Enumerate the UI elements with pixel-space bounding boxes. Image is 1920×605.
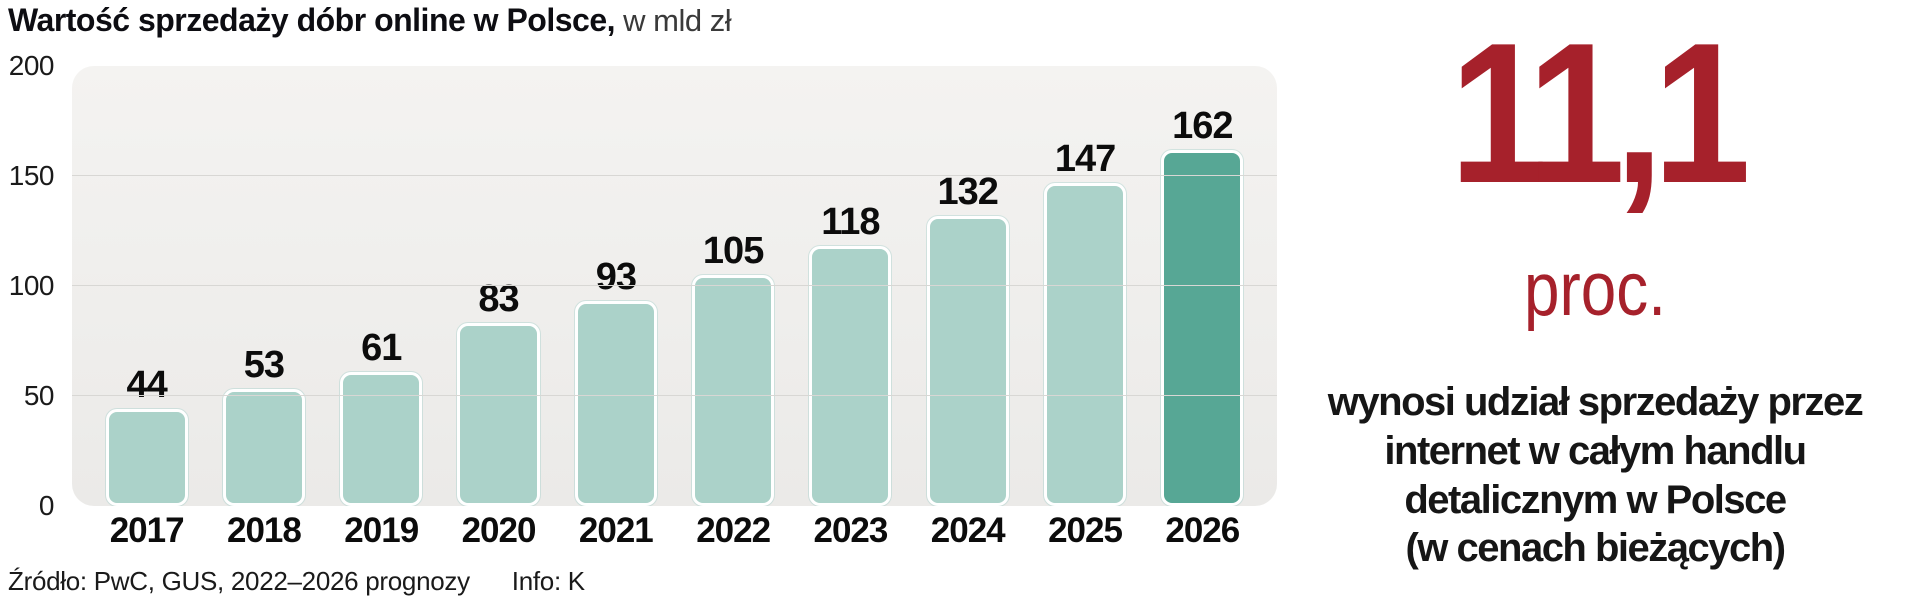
x-axis-label-2025: 2025 <box>1048 511 1123 550</box>
plot-area: 44 53 61 83 93 105 118 132 147 162 <box>72 66 1277 506</box>
x-axis-label-2023: 2023 <box>813 511 888 550</box>
x-axis-label-2026: 2026 <box>1165 511 1240 550</box>
source-credit: Info: K <box>511 566 585 596</box>
callout-panel: 11,1 proc. wynosi udział sprzedaży przez… <box>1285 0 1905 605</box>
gridline <box>72 395 1277 396</box>
bar-2026 <box>1161 149 1244 506</box>
y-axis: 0 50 100 150 200 <box>0 52 58 520</box>
bar-2019 <box>340 371 423 506</box>
x-axis-label-2024: 2024 <box>930 511 1006 550</box>
bar-value-label-2026: 162 <box>1172 104 1233 147</box>
x-axis-label-2017: 2017 <box>109 511 185 550</box>
bar-value-label-2023: 118 <box>821 201 880 244</box>
callout-description: wynosi udział sprzedaży przez internet w… <box>1327 380 1864 571</box>
bar-2025 <box>1043 182 1127 506</box>
bar-value-label-2020: 83 <box>478 278 519 321</box>
chart-title-main: Wartość sprzedaży dóbr online w Polsce, <box>8 2 616 38</box>
chart-title-unit: w mld zł <box>615 3 732 38</box>
x-axis-label-2022: 2022 <box>696 511 771 550</box>
x-axis: 2017 2018 2019 2020 2021 2022 2023 2024 2025 2026 <box>72 510 1277 552</box>
bar-value-label-2024: 132 <box>937 170 999 213</box>
chart-title: Wartość sprzedaży dóbr online w Polsce, … <box>8 2 732 39</box>
source-text: Źródło: PwC, GUS, 2022–2026 prognozy <box>8 566 470 596</box>
bar-slot: 162 <box>1144 66 1261 506</box>
bar-slot: 118 <box>792 66 909 506</box>
bar-2017 <box>105 409 188 506</box>
gridline <box>72 175 1277 176</box>
y-axis-label: 200 <box>8 50 55 81</box>
callout-value: 11,1 <box>1449 2 1751 225</box>
x-axis-label-2019: 2019 <box>344 511 419 550</box>
x-axis-label-2021: 2021 <box>578 511 654 550</box>
bar-slot: 93 <box>557 66 674 506</box>
bar-slot: 105 <box>674 66 791 506</box>
x-axis-label-2020: 2020 <box>461 511 537 550</box>
bar-slot: 147 <box>1026 66 1143 506</box>
y-axis-label: 50 <box>23 380 55 411</box>
bar-slot: 53 <box>205 66 322 506</box>
bar-slot: 61 <box>323 66 440 506</box>
bar-slot: 83 <box>440 66 557 506</box>
bar-value-label-2019: 61 <box>361 326 402 369</box>
bar-2021 <box>574 301 657 506</box>
callout-unit: proc. <box>1524 247 1666 332</box>
bar-2020 <box>457 323 540 506</box>
gridline <box>72 285 1277 286</box>
bar-value-label-2017: 44 <box>126 364 168 407</box>
bar-value-label-2018: 53 <box>243 344 285 387</box>
bars: 44 53 61 83 93 105 118 132 147 162 <box>72 66 1277 506</box>
bar-value-label-2021: 93 <box>595 256 637 299</box>
bar-slot: 132 <box>909 66 1026 506</box>
bar-2022 <box>692 275 775 506</box>
bar-value-label-2025: 147 <box>1054 137 1116 180</box>
y-axis-label: 150 <box>8 160 55 191</box>
bar-2018 <box>222 389 305 506</box>
source-line: Źródło: PwC, GUS, 2022–2026 prognozy Info… <box>8 566 585 597</box>
bar-slot: 44 <box>88 66 205 506</box>
y-axis-label: 100 <box>8 270 55 301</box>
bar-value-label-2022: 105 <box>702 230 764 272</box>
bar-2023 <box>809 246 892 506</box>
bar-2024 <box>926 215 1009 506</box>
y-axis-label: 0 <box>38 490 55 521</box>
x-axis-label-2018: 2018 <box>227 511 302 550</box>
